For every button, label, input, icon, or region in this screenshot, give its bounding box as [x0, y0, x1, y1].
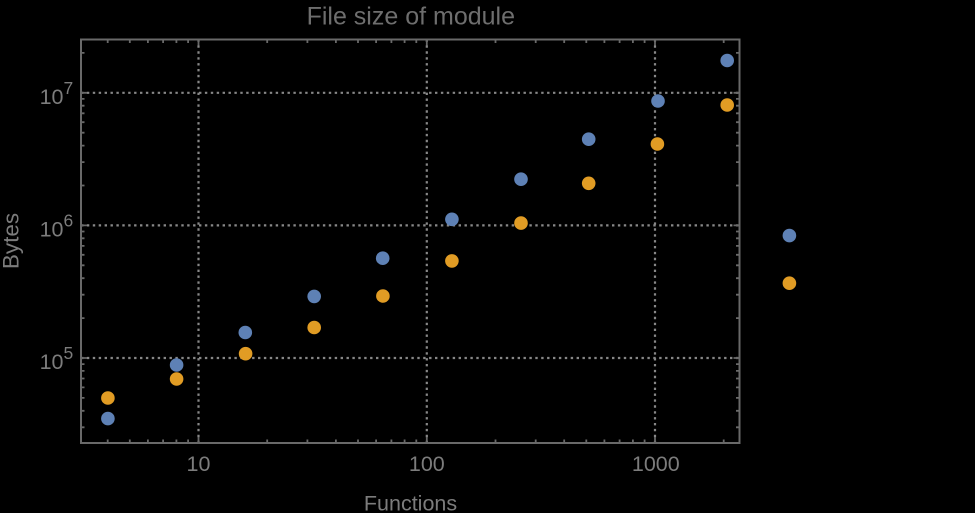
svg-text:10: 10: [187, 452, 211, 476]
svg-text:10: 10: [40, 217, 64, 241]
svg-text:Bytes: Bytes: [0, 213, 24, 269]
svg-text:10: 10: [40, 350, 64, 374]
svg-text:5: 5: [64, 343, 74, 363]
svg-text:6: 6: [64, 211, 74, 231]
svg-text:100: 100: [409, 452, 445, 476]
svg-text:File size of module: File size of module: [307, 3, 515, 31]
svg-text:Functions: Functions: [364, 492, 457, 513]
svg-text:10: 10: [40, 85, 64, 109]
svg-text:7: 7: [64, 78, 74, 98]
svg-text:1000: 1000: [632, 452, 680, 476]
